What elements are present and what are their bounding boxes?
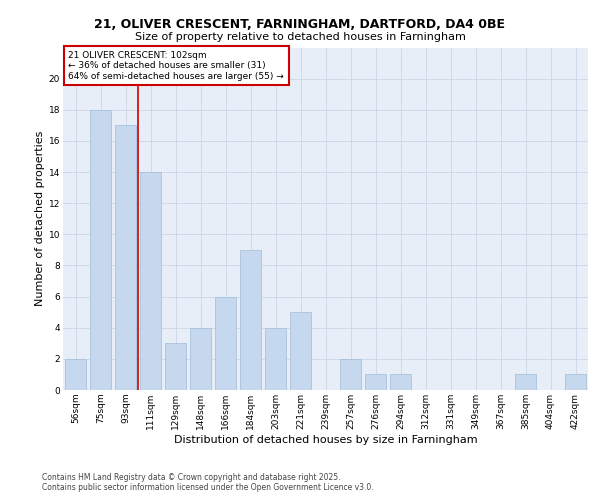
Text: Size of property relative to detached houses in Farningham: Size of property relative to detached ho… [134,32,466,42]
Bar [90,110,111,390]
Bar [390,374,411,390]
X-axis label: Distribution of detached houses by size in Farningham: Distribution of detached houses by size … [173,434,478,444]
Bar [215,296,236,390]
Bar [240,250,261,390]
Text: 21, OLIVER CRESCENT, FARNINGHAM, DARTFORD, DA4 0BE: 21, OLIVER CRESCENT, FARNINGHAM, DARTFOR… [95,18,505,30]
Y-axis label: Number of detached properties: Number of detached properties [35,131,44,306]
Text: Contains HM Land Registry data © Crown copyright and database right 2025.
Contai: Contains HM Land Registry data © Crown c… [42,473,374,492]
Bar [165,344,186,390]
Bar [115,126,136,390]
Bar [515,374,536,390]
Bar [265,328,286,390]
Bar [140,172,161,390]
Bar [365,374,386,390]
Bar [340,359,361,390]
Bar [190,328,211,390]
Bar [65,359,86,390]
Bar [290,312,311,390]
Text: 21 OLIVER CRESCENT: 102sqm
← 36% of detached houses are smaller (31)
64% of semi: 21 OLIVER CRESCENT: 102sqm ← 36% of deta… [68,51,284,80]
Bar [565,374,586,390]
